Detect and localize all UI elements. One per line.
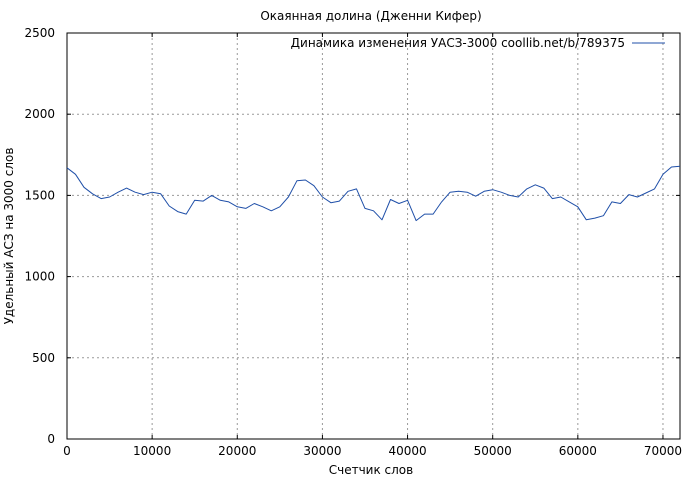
x-tick-label: 50000	[474, 444, 512, 458]
y-tick-label: 2500	[24, 26, 55, 40]
x-axis-label: Счетчик слов	[329, 463, 413, 477]
legend: Динамика изменения УАСЗ-3000 coollib.net…	[291, 36, 665, 50]
axis-ticks: 0 10000 20000 30000 40000 50000 60000 70000 0 500…	[24, 26, 682, 458]
x-tick-label: 60000	[559, 444, 597, 458]
y-axis-label: Удельный АСЗ на 3000 слов	[2, 148, 16, 325]
y-tick-label: 2000	[24, 107, 55, 121]
x-tick-label: 30000	[303, 444, 341, 458]
series-layer	[66, 165, 681, 222]
series-line	[66, 165, 681, 222]
x-tick-label: 40000	[388, 444, 426, 458]
grid	[67, 33, 680, 439]
x-tick-label: 0	[63, 444, 71, 458]
y-tick-label: 0	[47, 432, 55, 446]
plot-frame	[66, 32, 681, 440]
y-tick-label: 1500	[24, 188, 55, 202]
chart-title: Окаянная долина (Дженни Кифер)	[260, 9, 481, 23]
x-tick-label: 20000	[218, 444, 256, 458]
legend-label: Динамика изменения УАСЗ-3000 coollib.net…	[291, 36, 625, 50]
x-tick-label: 70000	[644, 444, 682, 458]
y-tick-label: 1000	[24, 270, 55, 284]
y-tick-label: 500	[32, 351, 55, 365]
x-tick-label: 10000	[133, 444, 171, 458]
